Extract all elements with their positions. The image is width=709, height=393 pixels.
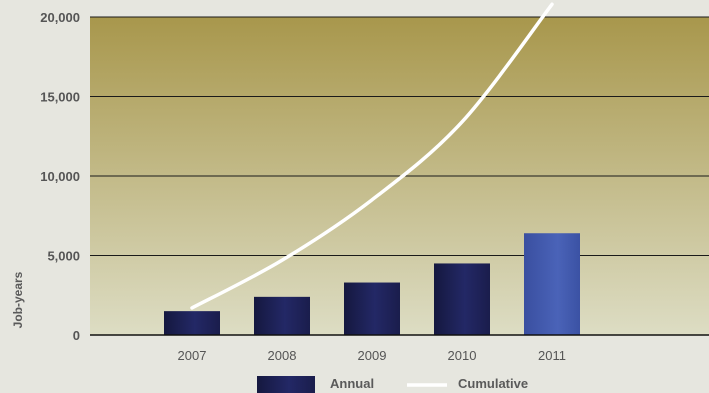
legend-annual-swatch — [257, 376, 315, 393]
y-tick-label: 0 — [73, 328, 80, 343]
x-tick-label: 2007 — [178, 348, 207, 363]
legend-cumulative-label: Cumulative — [458, 376, 528, 391]
y-tick-label: 10,000 — [40, 169, 80, 184]
x-tick-label: 2008 — [268, 348, 297, 363]
x-axis-ticks: 2007 2008 2009 2010 2011 — [178, 348, 566, 363]
bar — [254, 296, 310, 335]
bars — [164, 233, 580, 335]
bar — [344, 282, 400, 335]
y-tick-label: 5,000 — [47, 249, 80, 264]
y-axis-label: Job-years — [11, 271, 25, 328]
legend-annual-label: Annual — [330, 376, 374, 391]
bar — [434, 263, 490, 335]
bar — [164, 311, 220, 335]
x-tick-label: 2010 — [448, 348, 477, 363]
x-tick-label: 2009 — [358, 348, 387, 363]
y-tick-label: 20,000 — [40, 10, 80, 25]
gridlines — [90, 16, 709, 256]
cumulative-line — [190, 2, 554, 310]
bar — [524, 233, 580, 335]
x-tick-label: 2011 — [538, 348, 566, 363]
legend: Annual Cumulative — [257, 376, 528, 393]
y-tick-label: 15,000 — [40, 90, 80, 105]
y-axis-ticks: 0 5,000 10,000 15,000 20,000 — [40, 10, 80, 343]
